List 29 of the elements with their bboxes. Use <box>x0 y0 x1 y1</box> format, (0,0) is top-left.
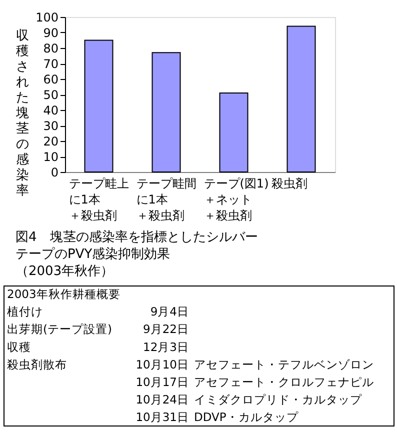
bar <box>286 26 316 172</box>
y-tick-label: 50 <box>43 88 58 102</box>
text: 10月31日 DDVP・カルタップ <box>136 410 298 424</box>
y-tick-label: 90 <box>43 26 58 40</box>
y-tick-label: 100 <box>36 10 58 24</box>
y-tick-label: 70 <box>43 57 58 71</box>
x-tick-label: テープ(図1)＋ネット＋殺虫剤 <box>204 176 269 222</box>
text: 出芽期(テープ設置) 9月22日 <box>7 322 189 336</box>
bar <box>152 52 181 172</box>
x-tick-label: テープ畦間に1本＋殺虫剤 <box>136 176 196 222</box>
text: 10月24日 イミダクロプリド・カルタップ <box>136 392 362 407</box>
y-tick-label: 80 <box>43 42 58 56</box>
y-tick-label: 30 <box>43 119 58 133</box>
bar <box>219 92 248 172</box>
bar <box>84 40 114 172</box>
y-tick-label: 10 <box>43 150 58 164</box>
text: 2003年秋作耕種概要 <box>7 287 120 301</box>
y-tick-label: 0 <box>50 166 58 180</box>
y-tick-label: 60 <box>43 72 58 86</box>
y-tick-label: 20 <box>43 134 58 148</box>
y-tick-label: 40 <box>43 104 58 118</box>
text: 植付け 9月4日 <box>7 304 189 319</box>
text: 殺虫剤散布 10月10日 アセフェート・テフルベンゾロン <box>7 357 374 372</box>
x-tick-label: テープ畦上に1本＋殺虫剤 <box>68 176 129 222</box>
text: 収穫 12月3日 <box>7 340 189 354</box>
text: 図4 塊茎の感染率を指標としたシルバーテープのPVY感染抑制効果（2003年秋作） <box>16 229 258 279</box>
x-tick-label: 殺虫剤 <box>271 176 308 190</box>
text: 収穫された塊茎の感染率 <box>16 28 29 198</box>
text: 10月17日 アセフェート・クロルフェナピル <box>136 375 374 389</box>
